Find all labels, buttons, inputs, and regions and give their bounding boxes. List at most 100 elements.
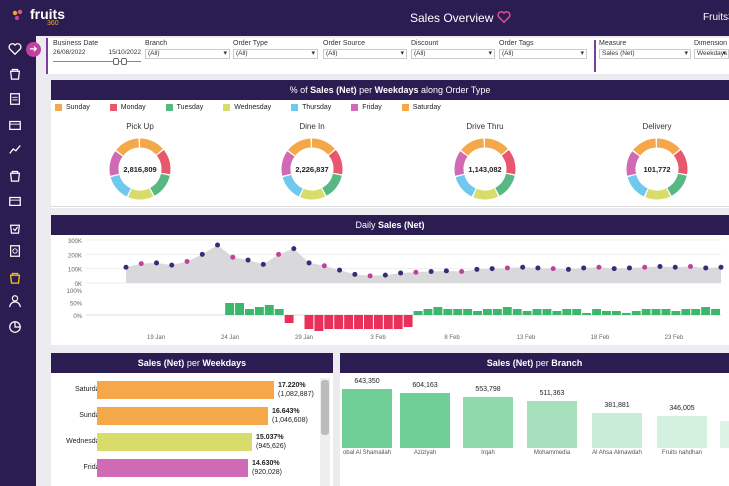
data-point	[489, 266, 495, 272]
date-start[interactable]: 26/08/2022	[53, 49, 86, 56]
data-point	[413, 269, 419, 275]
bar-value: 14.630% (920,028)	[252, 460, 282, 476]
date-slider-handle[interactable]	[113, 58, 119, 65]
data-point	[474, 266, 480, 272]
growth-bar	[552, 311, 562, 315]
growth-bar	[512, 309, 522, 315]
bag-icon[interactable]	[8, 66, 22, 80]
report-icon[interactable]	[8, 92, 22, 106]
trend-icon[interactable]	[8, 142, 22, 156]
bar[interactable]	[97, 433, 252, 451]
data-point	[306, 260, 312, 266]
bar[interactable]	[657, 416, 707, 448]
filter-dimension[interactable]: Dimension Weekdays	[694, 40, 729, 59]
growth-bar	[334, 315, 344, 329]
order-tags-select[interactable]: (All)	[499, 49, 587, 59]
heart-icon[interactable]	[8, 42, 22, 56]
data-point	[382, 272, 388, 278]
search-report-icon[interactable]	[8, 244, 22, 258]
bar[interactable]	[720, 421, 729, 448]
growth-bar	[264, 305, 274, 315]
bar[interactable]	[97, 459, 248, 477]
growth-bar	[344, 315, 354, 329]
filter-order-tags[interactable]: Order Tags (All)	[499, 40, 587, 59]
checklist-icon[interactable]	[8, 220, 22, 234]
divider	[594, 40, 596, 72]
filter-label: Branch	[145, 40, 168, 47]
legend-item[interactable]: Thursday	[291, 104, 331, 111]
dimension-select[interactable]: Weekdays	[694, 49, 729, 59]
date-end[interactable]: 15/10/2022	[108, 49, 141, 56]
order-source-select[interactable]: (All)	[323, 49, 407, 59]
x-tick-label: 13 Feb	[517, 335, 536, 341]
user-name[interactable]: Fruits3	[703, 12, 729, 23]
data-point	[291, 246, 297, 252]
area-series	[126, 245, 721, 283]
donut-segment	[454, 151, 468, 176]
data-point	[443, 268, 449, 274]
bar[interactable]	[97, 407, 268, 425]
filter-order-source[interactable]: Order Source (All)	[323, 40, 407, 59]
growth-bar	[602, 311, 611, 315]
growth-bar	[502, 307, 512, 315]
filter-business-date[interactable]: Business Date 26/08/2022 15/10/2022	[53, 40, 141, 66]
shopping-bag-active-icon[interactable]	[8, 270, 22, 284]
discount-select[interactable]: (All)	[411, 49, 495, 59]
filter-order-type[interactable]: Order Type (All)	[233, 40, 318, 59]
legend-swatch	[223, 104, 231, 111]
bar[interactable]	[400, 393, 450, 448]
legend-item[interactable]: Saturday	[401, 104, 441, 111]
filter-measure[interactable]: Measure Sales (Net)	[599, 40, 691, 59]
legend-item[interactable]: Tuesday	[165, 104, 203, 111]
date-slider-handle[interactable]	[121, 58, 127, 65]
bar-row[interactable]: Friday 14.630% (920,028)	[52, 459, 332, 477]
legend-item[interactable]: Monday	[109, 104, 146, 111]
data-point	[154, 260, 160, 266]
card-icon-2[interactable]	[8, 194, 22, 208]
bar-value: 381,881	[604, 402, 630, 409]
branch-select[interactable]: (All)	[145, 49, 230, 59]
legend-item[interactable]: Friday	[351, 104, 382, 111]
bar[interactable]	[97, 381, 274, 399]
donut-segment	[282, 174, 303, 197]
filter-label: Order Source	[323, 40, 366, 47]
category-label: Sunday	[79, 412, 103, 419]
filter-discount[interactable]: Discount (All)	[411, 40, 495, 59]
scrollbar[interactable]	[320, 378, 330, 486]
bar-row[interactable]: Saturday 17.220% (1,082,887)	[52, 381, 332, 399]
x-tick-label: 24 Jan	[221, 335, 239, 341]
legend-swatch	[291, 104, 299, 111]
legend-item[interactable]: Sunday	[55, 104, 90, 111]
expand-sidebar-button[interactable]: ➜	[26, 42, 41, 57]
pie-chart-icon[interactable]	[8, 320, 22, 334]
bag-icon-2[interactable]	[8, 168, 22, 182]
bar[interactable]	[342, 389, 392, 448]
filter-branch[interactable]: Branch (All)	[145, 40, 230, 59]
measure-select[interactable]: Sales (Net)	[599, 49, 691, 59]
growth-bar	[711, 309, 720, 315]
bar[interactable]	[527, 401, 577, 448]
growth-bar	[572, 309, 582, 315]
bar[interactable]	[463, 397, 513, 448]
users-icon[interactable]	[8, 294, 22, 308]
bar-row[interactable]: Sunday 16.643% (1,046,608)	[52, 407, 332, 425]
growth-bar	[304, 315, 314, 329]
legend-item[interactable]: Wednesday	[223, 104, 271, 111]
growth-bar	[324, 315, 334, 329]
donut-title: Pick Up	[126, 122, 154, 131]
growth-bar	[413, 311, 423, 315]
order-type-select[interactable]: (All)	[233, 49, 318, 59]
category-label: Wednesday	[66, 438, 103, 445]
favorite-heart-icon[interactable]	[497, 10, 511, 24]
bar[interactable]	[592, 413, 642, 448]
bar-row[interactable]: Wednesday 15.037% (945,626)	[52, 433, 332, 451]
panel-title: Daily Sales (Net)	[51, 215, 729, 235]
x-tick-label: 3 Feb	[370, 335, 386, 341]
scrollbar-thumb[interactable]	[321, 380, 329, 435]
logo-text: fruits	[30, 6, 65, 22]
card-icon[interactable]	[8, 118, 22, 132]
bar-value: 511,363	[539, 390, 565, 397]
legend-swatch	[165, 104, 173, 111]
y-tick-label: 100K	[68, 268, 82, 274]
category-label: Fruits nahdhan	[661, 450, 703, 456]
